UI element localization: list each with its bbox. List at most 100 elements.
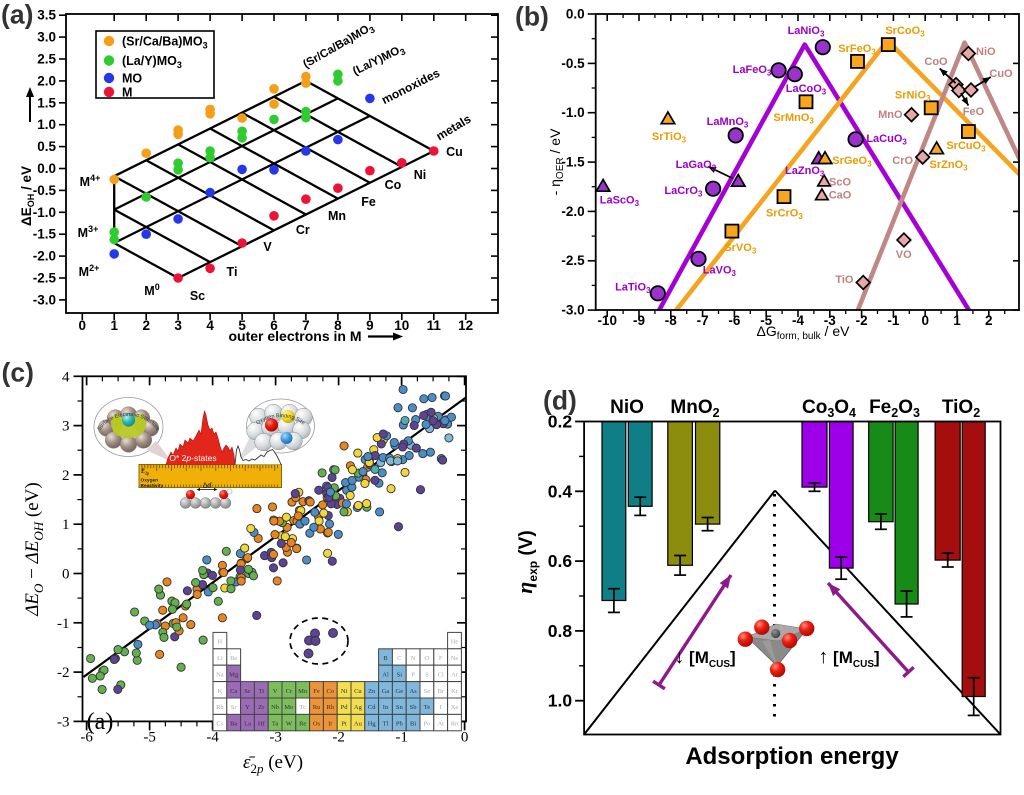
svg-text:CoO: CoO — [924, 56, 948, 68]
svg-text:Ag: Ag — [354, 704, 363, 711]
svg-text:In: In — [383, 704, 389, 711]
svg-text:Mn: Mn — [328, 209, 346, 223]
svg-text:(c): (c) — [2, 358, 34, 388]
svg-text:-3: -3 — [269, 729, 282, 745]
svg-text:Fe2O3: Fe2O3 — [869, 397, 920, 420]
svg-text:-1.5: -1.5 — [33, 227, 57, 242]
svg-text:9: 9 — [366, 318, 374, 333]
svg-text:P: P — [411, 671, 415, 678]
svg-text:-3.0: -3.0 — [33, 292, 56, 307]
svg-text:0.8: 0.8 — [548, 621, 573, 641]
svg-text:LaCoO3: LaCoO3 — [786, 83, 827, 97]
svg-text:At: At — [437, 721, 444, 728]
svg-text:MnO: MnO — [878, 109, 903, 121]
svg-text:0: 0 — [62, 567, 70, 583]
svg-text:-5: -5 — [143, 729, 156, 745]
svg-text:Re: Re — [299, 721, 306, 728]
svg-text:1: 1 — [953, 313, 961, 328]
svg-text:0.2: 0.2 — [548, 412, 573, 432]
svg-text:Si: Si — [397, 671, 403, 678]
svg-text:TiO2: TiO2 — [942, 397, 980, 420]
svg-text:1.0: 1.0 — [37, 117, 56, 132]
svg-text:ηexp (V): ηexp (V) — [512, 530, 540, 593]
svg-text:1.0: 1.0 — [548, 691, 573, 711]
svg-text:(a): (a) — [1, 0, 33, 30]
svg-text:Ne: Ne — [451, 655, 459, 662]
svg-text:12: 12 — [458, 318, 473, 333]
svg-text:M: M — [122, 86, 132, 100]
svg-text:Tl: Tl — [383, 721, 389, 728]
svg-text:Zn: Zn — [368, 688, 376, 695]
svg-text:Rh: Rh — [327, 704, 335, 711]
svg-text:-1.0: -1.0 — [561, 105, 584, 120]
svg-text:SrCuO3: SrCuO3 — [946, 140, 986, 154]
svg-text:0.5: 0.5 — [37, 139, 56, 154]
svg-text:Rn: Rn — [451, 721, 459, 728]
svg-text:O: O — [425, 655, 430, 662]
svg-text:VO: VO — [896, 249, 912, 261]
svg-text:-1.5: -1.5 — [561, 155, 585, 170]
svg-text:C: C — [397, 655, 401, 662]
svg-text:Al: Al — [382, 671, 389, 678]
svg-text:0.0: 0.0 — [566, 7, 585, 22]
svg-text:NiO: NiO — [610, 397, 644, 418]
svg-text:0.0: 0.0 — [37, 161, 56, 176]
svg-text:SrCrO3: SrCrO3 — [766, 208, 803, 222]
svg-text:-0.5: -0.5 — [561, 56, 585, 71]
svg-text:2: 2 — [985, 313, 993, 328]
svg-text:Sn: Sn — [396, 704, 404, 711]
svg-text:ΔEOH / eV: ΔEOH / eV — [19, 166, 36, 226]
svg-text:Ir: Ir — [328, 721, 333, 728]
svg-text:Ca: Ca — [230, 688, 237, 695]
svg-text:ΔEO − ΔEOH (eV): ΔEO − ΔEOH (eV) — [22, 482, 46, 616]
svg-text:SrNiO3: SrNiO3 — [895, 90, 931, 104]
svg-text:0: 0 — [79, 318, 87, 333]
svg-text:10: 10 — [394, 318, 409, 333]
svg-text:FeO: FeO — [963, 106, 985, 118]
svg-text:4: 4 — [62, 369, 70, 385]
svg-text:3.0: 3.0 — [37, 30, 56, 45]
svg-text:SrTiO3: SrTiO3 — [652, 131, 687, 145]
svg-text:LaFeO3: LaFeO3 — [733, 64, 772, 78]
svg-text:-4: -4 — [792, 313, 804, 328]
svg-text:-5: -5 — [760, 313, 772, 328]
svg-text:2.5: 2.5 — [37, 52, 56, 67]
svg-text:LaScO3: LaScO3 — [600, 195, 640, 209]
svg-text:-2: -2 — [856, 313, 868, 328]
svg-text:Nb: Nb — [271, 704, 279, 711]
svg-text:Hg: Hg — [368, 721, 377, 728]
svg-text:(a): (a) — [87, 709, 114, 735]
svg-text:-4: -4 — [206, 729, 219, 745]
svg-text:LaVO3: LaVO3 — [703, 265, 737, 279]
svg-text:Ga: Ga — [382, 688, 390, 695]
svg-text:CuO: CuO — [989, 68, 1013, 80]
svg-text:-3: -3 — [824, 313, 836, 328]
svg-text:Xe: Xe — [451, 704, 459, 711]
svg-text:Sc: Sc — [190, 289, 205, 303]
svg-text:3.5: 3.5 — [37, 8, 56, 23]
svg-text:LaTiO3: LaTiO3 — [615, 282, 651, 296]
svg-text:-2.0: -2.0 — [561, 204, 584, 219]
svg-text:-9: -9 — [633, 313, 645, 328]
svg-text:1.5: 1.5 — [37, 95, 56, 110]
svg-text:3: 3 — [174, 318, 182, 333]
svg-text:Cr: Cr — [296, 223, 310, 237]
svg-text:-8: -8 — [665, 313, 677, 328]
svg-text:7: 7 — [302, 318, 310, 333]
svg-text:1: 1 — [110, 318, 118, 333]
svg-text:LaMnO3: LaMnO3 — [707, 116, 749, 130]
svg-text:NiO: NiO — [976, 46, 996, 58]
svg-text:Δd: Δd — [203, 483, 213, 490]
svg-text:Co3O4: Co3O4 — [802, 397, 856, 420]
svg-text:B: B — [383, 655, 388, 662]
svg-text:-3.0: -3.0 — [561, 303, 584, 318]
svg-text:Adsorption energy: Adsorption energy — [685, 743, 899, 770]
svg-text:Cu: Cu — [354, 688, 362, 695]
svg-text:TiO: TiO — [835, 274, 854, 286]
svg-text:Mo: Mo — [284, 704, 293, 711]
svg-text:-2.5: -2.5 — [33, 271, 57, 286]
svg-text:Se: Se — [424, 688, 431, 695]
svg-text:Ti: Ti — [259, 688, 265, 695]
svg-text:outer electrons in M: outer electrons in M — [228, 328, 361, 344]
svg-text:SrVO3: SrVO3 — [724, 242, 757, 256]
